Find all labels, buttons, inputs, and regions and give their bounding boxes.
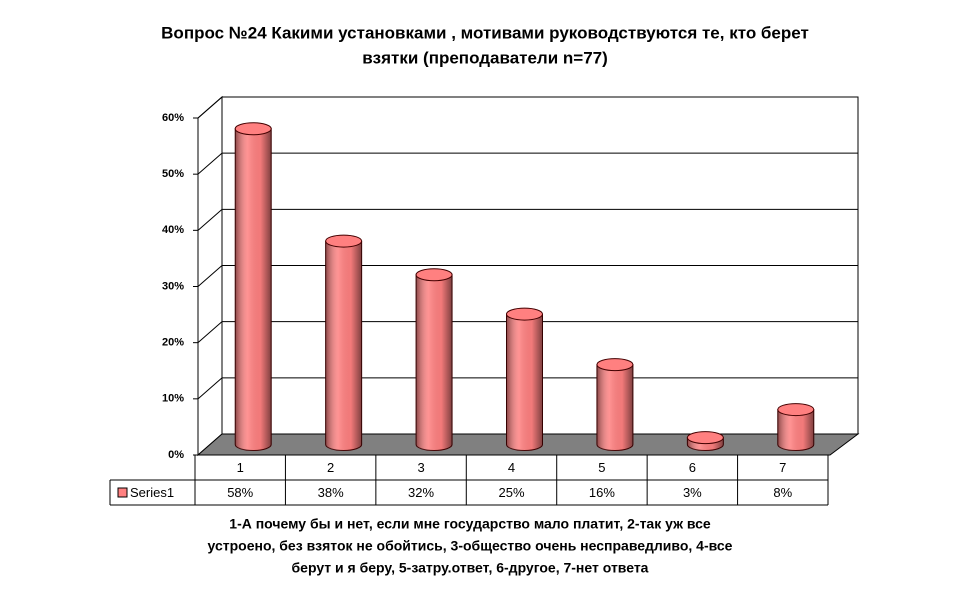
footnote: 1-А почему бы и нет, если мне государств…: [229, 516, 711, 532]
bar: [506, 307, 543, 451]
data-label: 25%: [498, 485, 524, 500]
data-label: 38%: [318, 485, 344, 500]
legend-key: [117, 487, 128, 498]
data-label: 3%: [683, 485, 702, 500]
x-tick-label: 1: [237, 460, 244, 475]
data-label: 32%: [408, 485, 434, 500]
grid-line: [197, 321, 858, 344]
legend-label: Series1: [130, 485, 174, 500]
x-tick-label: 7: [779, 460, 786, 475]
grid-line: [197, 377, 858, 400]
bar: [777, 403, 815, 451]
grid-line: [197, 152, 858, 175]
footnote: устроено, без взяток не обойтись, 3-обще…: [208, 538, 733, 554]
x-tick-label: 6: [689, 460, 696, 475]
grid-line: [197, 96, 858, 119]
y-tick-label: 40%: [162, 224, 184, 236]
bar: [234, 122, 272, 451]
y-tick-label: 60%: [162, 112, 184, 124]
bar: [596, 358, 634, 451]
y-tick-label: 20%: [162, 337, 184, 349]
grid-line: [197, 265, 858, 287]
x-tick-label: 3: [417, 460, 424, 475]
x-tick-label: 4: [508, 460, 515, 475]
bar: [325, 234, 363, 451]
data-label: 58%: [227, 485, 253, 500]
y-tick-label: 0%: [168, 449, 184, 461]
x-tick-label: 2: [327, 460, 334, 475]
grid-line: [197, 208, 858, 231]
chart-title: Вопрос №24 Какими установками , мотивами…: [161, 23, 809, 42]
chart-title: взятки (преподаватели n=77): [362, 48, 608, 67]
bar: [686, 431, 724, 451]
y-tick-label: 10%: [162, 393, 184, 405]
y-tick-label: 30%: [162, 280, 184, 292]
footnote: берут и я беру, 5-затру.ответ, 6-другое,…: [292, 560, 649, 576]
bar: [415, 268, 453, 451]
x-tick-label: 5: [598, 460, 605, 475]
y-tick-label: 50%: [162, 168, 184, 180]
data-label: 16%: [589, 485, 615, 500]
data-label: 8%: [773, 485, 792, 500]
